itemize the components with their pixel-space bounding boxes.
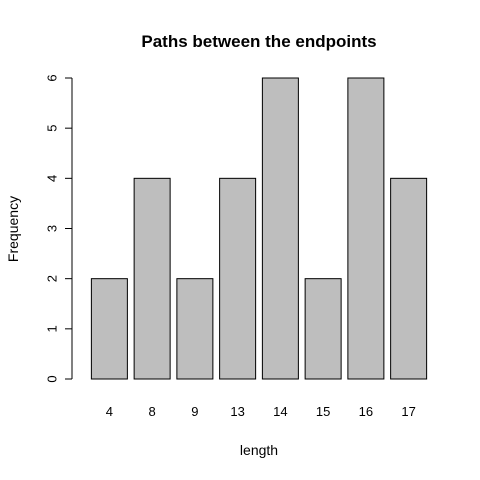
y-tick-label: 5 — [45, 125, 60, 132]
bar-4 — [91, 279, 127, 379]
bar-17 — [391, 178, 427, 379]
y-axis: 0 1 2 3 4 5 6 — [45, 74, 72, 382]
bar-16 — [348, 78, 384, 379]
y-tick-label: 4 — [45, 175, 60, 182]
bar-15 — [305, 279, 341, 379]
x-tick-label: 13 — [230, 404, 244, 419]
x-tick-label: 15 — [316, 404, 330, 419]
x-tick-label: 14 — [273, 404, 287, 419]
y-tick-label: 6 — [45, 74, 60, 81]
bar-13 — [220, 178, 256, 379]
x-tick-label: 4 — [106, 404, 113, 419]
y-tick-label: 1 — [45, 325, 60, 332]
x-tick-label: 16 — [359, 404, 373, 419]
x-axis-tick-labels: 4 8 9 13 14 15 16 17 — [106, 404, 416, 419]
y-tick-label: 3 — [45, 225, 60, 232]
x-axis-label: length — [240, 442, 278, 458]
bar-8 — [134, 178, 170, 379]
x-tick-label: 9 — [191, 404, 198, 419]
x-tick-label: 17 — [401, 404, 415, 419]
chart-title: Paths between the endpoints — [141, 32, 376, 51]
y-tick-label: 2 — [45, 275, 60, 282]
bar-14 — [262, 78, 298, 379]
bar-9 — [177, 279, 213, 379]
bars-layer — [91, 78, 426, 379]
y-tick-label: 0 — [45, 375, 60, 382]
y-axis-label: Frequency — [5, 196, 21, 262]
x-tick-label: 8 — [149, 404, 156, 419]
